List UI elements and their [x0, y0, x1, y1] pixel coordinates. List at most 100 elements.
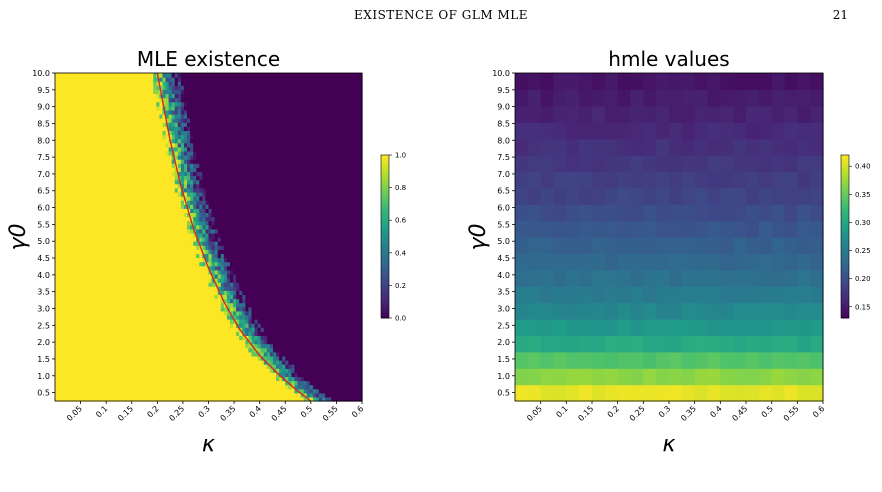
heatmap-cell	[144, 241, 148, 246]
heatmap-cell	[315, 306, 320, 312]
heatmap-cell	[349, 376, 354, 382]
heatmap-cell	[104, 306, 108, 312]
heatmap-cell	[70, 343, 75, 349]
heatmap-cell	[217, 282, 222, 287]
heatmap-cell	[94, 224, 99, 230]
heatmap-cell	[147, 298, 151, 304]
heatmap-cell	[73, 257, 78, 263]
heatmap-cell	[150, 364, 154, 369]
heatmap-cell	[239, 269, 243, 275]
heatmap-cell	[147, 302, 151, 308]
heatmap-cell	[331, 319, 335, 324]
heatmap-cell	[211, 286, 216, 291]
heatmap-cell	[79, 384, 84, 390]
heatmap-cell	[190, 196, 194, 201]
heatmap-cell	[61, 286, 65, 291]
heatmap-cell	[233, 241, 237, 246]
heatmap-cell	[168, 319, 173, 324]
heatmap-cell	[73, 261, 78, 267]
heatmap-cell	[110, 302, 114, 308]
heatmap-cell	[300, 388, 305, 394]
heatmap-cell	[226, 241, 231, 246]
heatmap-cell	[183, 372, 188, 377]
heatmap-cell	[199, 396, 203, 402]
heatmap-cell	[101, 306, 105, 312]
heatmap-cell	[306, 273, 311, 279]
heatmap-cell	[334, 335, 339, 341]
heatmap-cell	[134, 306, 139, 312]
heatmap-cell	[272, 396, 277, 402]
heatmap-cell	[272, 380, 277, 386]
heatmap-cell	[97, 245, 102, 250]
heatmap-cell	[294, 294, 299, 300]
heatmap-cell	[67, 220, 71, 226]
figure: MLE existence0.51.01.52.02.53.03.54.04.5…	[6, 47, 871, 457]
heatmap-cell	[233, 253, 237, 259]
heatmap-cell	[107, 196, 111, 201]
heatmap-cell	[177, 220, 182, 226]
heatmap-cell	[269, 241, 274, 246]
heatmap-cell	[340, 306, 345, 312]
heatmap-cell	[61, 208, 65, 213]
heatmap-cell	[116, 384, 121, 390]
heatmap-cell	[254, 364, 259, 369]
heatmap-cell	[352, 249, 357, 254]
heatmap-cell	[58, 273, 62, 279]
heatmap-cell	[162, 396, 167, 402]
heatmap-cell	[70, 327, 75, 332]
heatmap-cell	[88, 237, 93, 242]
heatmap-cell	[340, 278, 345, 283]
heatmap-cell	[220, 204, 225, 209]
heatmap-cell	[346, 265, 351, 271]
heatmap-cell	[245, 249, 250, 254]
heatmap-cell	[131, 196, 136, 201]
heatmap-cell	[236, 265, 240, 271]
heatmap-cell	[202, 392, 207, 398]
heatmap-cell	[242, 200, 246, 205]
heatmap-cell	[251, 351, 256, 357]
heatmap-cell	[269, 204, 274, 209]
heatmap-cell	[248, 273, 253, 279]
heatmap-cell	[220, 228, 225, 234]
heatmap-cell	[134, 302, 139, 308]
heatmap-cell	[85, 286, 90, 291]
heatmap-cell	[110, 286, 114, 291]
heatmap-cell	[61, 212, 65, 218]
heatmap-cell	[150, 323, 154, 328]
heatmap-cell	[97, 392, 102, 398]
heatmap-cell	[245, 396, 250, 402]
heatmap-cell	[55, 261, 59, 267]
heatmap-cell	[94, 237, 99, 242]
heatmap-cell	[180, 347, 185, 353]
heatmap-cell	[211, 249, 216, 254]
heatmap-cell	[294, 380, 299, 386]
heatmap-cell	[328, 241, 332, 246]
heatmap-cell	[291, 232, 296, 238]
heatmap-cell	[285, 396, 289, 402]
heatmap-cell	[245, 384, 250, 390]
heatmap-cell	[285, 290, 289, 295]
heatmap-cell	[300, 245, 305, 250]
heatmap-cell	[85, 261, 90, 267]
heatmap-cell	[61, 298, 65, 304]
heatmap-cell	[315, 212, 320, 218]
heatmap-cell	[150, 392, 154, 398]
heatmap-cell	[150, 388, 154, 394]
heatmap-cell	[199, 392, 203, 398]
heatmap-cell	[248, 294, 253, 300]
heatmap-cell	[223, 282, 228, 287]
heatmap-cell	[85, 396, 90, 402]
heatmap-cell	[211, 237, 216, 242]
heatmap-cell	[113, 273, 117, 279]
heatmap-cell	[328, 302, 332, 308]
heatmap-cell	[64, 216, 68, 222]
heatmap-cell	[85, 339, 90, 345]
heatmap-cell	[309, 396, 314, 402]
heatmap-cell	[168, 286, 173, 291]
heatmap-cell	[208, 253, 213, 259]
heatmap-cell	[104, 249, 108, 254]
heatmap-cell	[150, 380, 154, 386]
heatmap-cell	[119, 380, 124, 386]
heatmap-cell	[91, 298, 96, 304]
heatmap-cell	[309, 392, 314, 398]
